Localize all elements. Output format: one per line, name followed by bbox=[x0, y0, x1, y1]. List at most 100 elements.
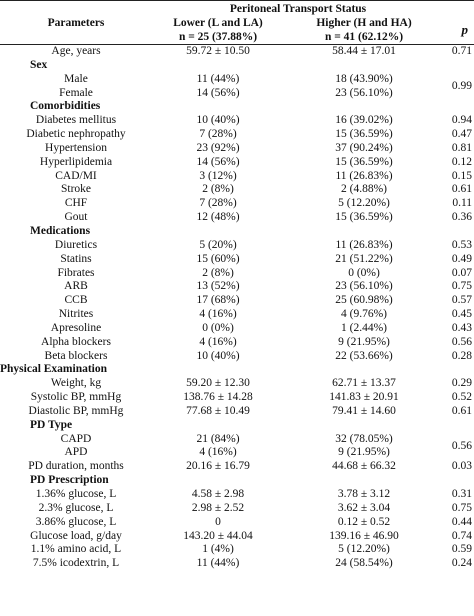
p-value: 0.12 bbox=[451, 155, 473, 168]
row-label: Diabetic nephropathy bbox=[26, 128, 126, 141]
higher-value: 11 (26.83%) bbox=[335, 238, 393, 251]
lower-value: 21 (84%) bbox=[196, 432, 240, 445]
lower-value: 5 (20%) bbox=[199, 238, 237, 251]
higher-value: 18 (43.90%) bbox=[335, 72, 393, 85]
p-value: 0.43 bbox=[451, 321, 473, 334]
section-title-physical-examination: Physical Examination bbox=[0, 363, 108, 376]
higher-value: 15 (36.59%) bbox=[335, 128, 393, 141]
lower-value: 15 (60%) bbox=[196, 252, 240, 265]
lower-value: 4 (16%) bbox=[199, 308, 237, 321]
p-value: 0.03 bbox=[451, 460, 473, 473]
row-label: Hyperlipidemia bbox=[39, 155, 113, 168]
table-row: 1.1% amino acid, L 1 (4%) 5 (12.20%) 0.59 bbox=[0, 543, 474, 557]
table-row: Male 11 (44%) 18 (43.90%) 0.99 bbox=[0, 72, 474, 92]
lower-value: 10 (40%) bbox=[196, 114, 240, 127]
table-row: CHF 7 (28%) 5 (12.20%) 0.11 bbox=[0, 197, 474, 211]
table-row: Beta blockers 10 (40%) 22 (53.66%) 0.28 bbox=[0, 350, 474, 364]
higher-value: 0.12 ± 0.52 bbox=[337, 515, 391, 528]
higher-value: 0 (0%) bbox=[348, 266, 380, 279]
higher-value: 23 (56.10%) bbox=[335, 86, 393, 99]
header-lower: Lower (L and LA) bbox=[173, 17, 263, 29]
table-row: Weight, kg 59.20 ± 12.30 62.71 ± 13.37 0.29 bbox=[0, 377, 474, 391]
lower-value: 0 (0%) bbox=[202, 321, 234, 334]
table-row: Hypertension 23 (92%) 37 (90.24%) 0.81 bbox=[0, 142, 474, 156]
p-value: 0.31 bbox=[451, 488, 473, 500]
p-value: 0.53 bbox=[451, 238, 473, 251]
lower-value: 4.58 ± 2.98 bbox=[191, 488, 245, 500]
higher-value: 5 (12.20%) bbox=[338, 197, 390, 210]
lower-value: 17 (68%) bbox=[196, 294, 240, 307]
p-value: 0.28 bbox=[451, 349, 473, 362]
p-value: 0.07 bbox=[451, 266, 473, 279]
row-label: Male bbox=[64, 72, 88, 85]
row-label: 2.3% glucose, L bbox=[38, 501, 114, 514]
row-label: 7.5% icodextrin, L bbox=[32, 557, 120, 570]
header-parameters: Parameters bbox=[47, 17, 105, 29]
section-row: Medications bbox=[0, 225, 474, 239]
row-label: APD bbox=[64, 446, 88, 459]
p-value: 0.57 bbox=[451, 294, 473, 307]
row-label: Apresoline bbox=[50, 321, 102, 334]
higher-value: 3.62 ± 3.04 bbox=[337, 501, 391, 514]
higher-value: 2 (4.88%) bbox=[341, 183, 387, 196]
p-value: 0.75 bbox=[451, 501, 473, 514]
table-row: ARB 13 (52%) 23 (56.10%) 0.75 bbox=[0, 280, 474, 294]
row-label: Diabetes mellitus bbox=[35, 114, 117, 127]
section-row: PD Type bbox=[0, 419, 474, 433]
lower-value: 13 (52%) bbox=[196, 280, 240, 293]
row-label: Age, years bbox=[51, 45, 101, 57]
lower-value: 138.76 ± 14.28 bbox=[183, 391, 253, 404]
row-label: 1.1% amino acid, L bbox=[30, 543, 122, 556]
lower-value: 3 (12%) bbox=[199, 169, 237, 182]
table-row: APD 4 (16%) 9 (21.95%) bbox=[0, 446, 474, 460]
row-label: Weight, kg bbox=[50, 377, 102, 390]
p-value: 0.56 bbox=[451, 335, 473, 348]
section-title-sex: Sex bbox=[30, 58, 48, 71]
section-title-pd-prescription: PD Prescription bbox=[30, 474, 109, 487]
table-row: Alpha blockers 4 (16%) 9 (21.95%) 0.56 bbox=[0, 336, 474, 350]
p-value: 0.44 bbox=[451, 515, 473, 528]
p-value: 0.71 bbox=[451, 45, 473, 57]
higher-value: 58.44 ± 17.01 bbox=[332, 45, 396, 57]
p-value: 0.74 bbox=[451, 529, 473, 542]
section-row: Physical Examination bbox=[0, 363, 474, 377]
table-row: Fibrates 2 (8%) 0 (0%) 0.07 bbox=[0, 267, 474, 281]
higher-value: 25 (60.98%) bbox=[335, 294, 393, 307]
p-value: 0.15 bbox=[451, 169, 473, 182]
row-label: 3.86% glucose, L bbox=[35, 515, 117, 528]
row-label: 1.36% glucose, L bbox=[35, 488, 117, 500]
lower-value: 2.98 ± 2.52 bbox=[191, 501, 245, 514]
lower-value: 10 (40%) bbox=[196, 349, 240, 362]
higher-value: 15 (36.59%) bbox=[335, 155, 393, 168]
row-label: CAD/MI bbox=[55, 169, 97, 182]
table-row: Stroke 2 (8%) 2 (4.88%) 0.61 bbox=[0, 183, 474, 197]
table-row: PD duration, months 20.16 ± 16.79 44.68 ± … bbox=[0, 460, 474, 474]
p-value: 0.94 bbox=[451, 114, 473, 127]
row-label: Alpha blockers bbox=[41, 335, 111, 348]
p-value: 0.49 bbox=[451, 252, 473, 265]
lower-value: 1 (4%) bbox=[202, 543, 234, 556]
table-row: Diastolic BP, mmHg 77.68 ± 10.49 79.41 ± 1… bbox=[0, 405, 474, 419]
lower-value: 11 (44%) bbox=[196, 72, 240, 85]
lower-value: 143.20 ± 44.04 bbox=[183, 529, 253, 542]
p-value: 0.52 bbox=[451, 391, 473, 404]
header-higher-n: n = 41 (62.12%) bbox=[324, 31, 404, 43]
table-row: Age, years 59.72 ± 10.50 58.44 ± 17.01 0… bbox=[0, 45, 474, 59]
p-value: 0.36 bbox=[451, 211, 473, 224]
higher-value: 24 (58.54%) bbox=[335, 557, 393, 570]
table-row: Glucose load, g/day 143.20 ± 44.04 139.16 … bbox=[0, 530, 474, 544]
table-row: Systolic BP, mmHg 138.76 ± 14.28 141.83 ± … bbox=[0, 391, 474, 405]
table-row: Diabetic nephropathy 7 (28%) 15 (36.59%) 0.… bbox=[0, 128, 474, 142]
table-row: Diuretics 5 (20%) 11 (26.83%) 0.53 bbox=[0, 239, 474, 253]
lower-value: 2 (8%) bbox=[202, 266, 234, 279]
higher-value: 79.41 ± 14.60 bbox=[332, 404, 396, 417]
lower-value: 7 (28%) bbox=[199, 197, 237, 210]
header-lower-n: n = 25 (37.88%) bbox=[178, 31, 258, 43]
p-value: 0.56 bbox=[451, 439, 473, 452]
peritoneal-transport-table: Parameters Peritoneal Transport Status L… bbox=[0, 0, 474, 572]
table-body: Age, years 59.72 ± 10.50 58.44 ± 17.01 0… bbox=[0, 45, 474, 572]
lower-value: 11 (44%) bbox=[196, 557, 240, 570]
row-label: Beta blockers bbox=[44, 349, 108, 362]
row-label: Female bbox=[59, 86, 93, 99]
table-row: Nitrites 4 (16%) 4 (9.76%) 0.45 bbox=[0, 308, 474, 322]
